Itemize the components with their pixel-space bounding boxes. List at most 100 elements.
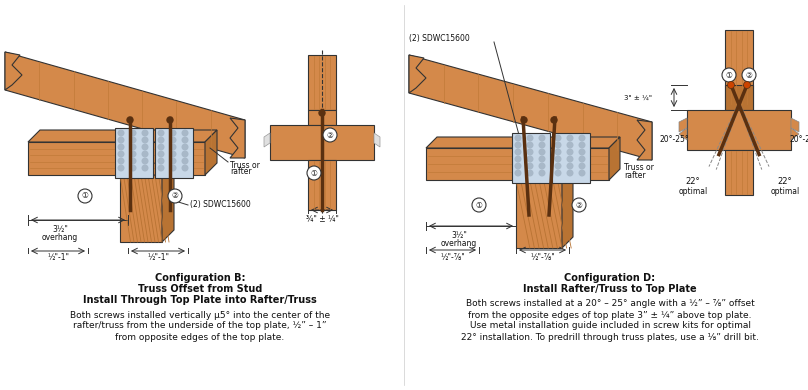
Circle shape (516, 142, 521, 148)
Circle shape (307, 166, 321, 180)
Circle shape (539, 170, 545, 176)
Circle shape (182, 130, 187, 136)
Circle shape (555, 142, 561, 148)
Circle shape (130, 144, 136, 150)
Text: Install Through Top Plate into Rafter/Truss: Install Through Top Plate into Rafter/Tr… (83, 295, 317, 305)
Bar (512, 133, 550, 183)
Text: Use metal installation guide included in screw kits for optimal: Use metal installation guide included in… (469, 321, 751, 330)
Circle shape (142, 130, 148, 136)
Text: ¾" ± ¼": ¾" ± ¼" (305, 215, 339, 223)
Circle shape (319, 110, 325, 116)
Polygon shape (28, 130, 217, 142)
Circle shape (158, 137, 164, 143)
Polygon shape (609, 137, 620, 180)
Circle shape (579, 142, 585, 148)
Polygon shape (426, 137, 620, 148)
Polygon shape (791, 118, 799, 140)
Circle shape (527, 142, 532, 148)
Text: Both screws installed vertically µ5° into the center of the: Both screws installed vertically µ5° int… (70, 310, 330, 319)
Circle shape (527, 149, 532, 155)
Bar (725, 85, 753, 110)
Polygon shape (5, 52, 245, 158)
Polygon shape (374, 133, 380, 147)
Circle shape (516, 149, 521, 155)
Circle shape (182, 158, 187, 164)
Circle shape (567, 170, 573, 176)
Text: ②: ② (171, 191, 179, 200)
Polygon shape (5, 52, 22, 90)
Circle shape (170, 158, 176, 164)
Text: optimal: optimal (770, 188, 800, 197)
Text: ½"-⅞": ½"-⅞" (531, 254, 555, 262)
Polygon shape (637, 120, 652, 160)
Text: (2) SDWC15600: (2) SDWC15600 (190, 200, 250, 209)
Bar (552, 133, 590, 183)
Circle shape (539, 149, 545, 155)
Circle shape (555, 163, 561, 169)
Bar (270, 125, 374, 160)
Circle shape (142, 165, 148, 171)
Circle shape (527, 163, 532, 169)
Polygon shape (162, 163, 174, 242)
Text: ①: ① (476, 200, 482, 209)
Circle shape (118, 165, 124, 171)
Circle shape (170, 165, 176, 171)
Text: 22° installation. To predrill through truss plates, use a ⅛” drill bit.: 22° installation. To predrill through tr… (461, 333, 759, 342)
Text: 22°: 22° (777, 177, 793, 186)
Text: optimal: optimal (679, 188, 708, 197)
Polygon shape (679, 118, 687, 140)
Circle shape (539, 156, 545, 162)
Circle shape (527, 135, 532, 141)
Text: ②: ② (746, 71, 752, 80)
Circle shape (527, 170, 532, 176)
Polygon shape (264, 133, 270, 147)
Circle shape (170, 137, 176, 143)
Text: from opposite edges of the top plate.: from opposite edges of the top plate. (116, 333, 284, 342)
Circle shape (567, 149, 573, 155)
Circle shape (567, 163, 573, 169)
Polygon shape (120, 175, 162, 242)
Text: 20°-25°: 20°-25° (659, 135, 689, 145)
Bar (308, 55, 336, 110)
Text: rafter: rafter (230, 167, 251, 177)
Bar (725, 30, 753, 110)
Circle shape (118, 137, 124, 143)
Bar (308, 110, 336, 125)
Circle shape (527, 156, 532, 162)
Polygon shape (516, 169, 573, 180)
Text: ②: ② (575, 200, 583, 209)
Circle shape (142, 151, 148, 157)
Circle shape (555, 149, 561, 155)
Polygon shape (409, 55, 652, 160)
Circle shape (158, 144, 164, 150)
Circle shape (158, 165, 164, 171)
Circle shape (170, 151, 176, 157)
Text: overhang: overhang (441, 239, 478, 248)
Text: Truss or: Truss or (230, 161, 260, 170)
Circle shape (555, 170, 561, 176)
Polygon shape (562, 169, 573, 248)
Text: ½"-1": ½"-1" (147, 254, 169, 262)
Circle shape (567, 135, 573, 141)
Circle shape (472, 198, 486, 212)
Circle shape (118, 144, 124, 150)
Polygon shape (120, 163, 174, 175)
Text: ②: ② (326, 131, 334, 140)
Circle shape (118, 151, 124, 157)
Polygon shape (409, 55, 426, 93)
Circle shape (516, 156, 521, 162)
Text: Truss or: Truss or (624, 163, 654, 172)
Text: Truss Offset from Stud: Truss Offset from Stud (138, 284, 262, 294)
Circle shape (579, 135, 585, 141)
Circle shape (579, 163, 585, 169)
Circle shape (158, 158, 164, 164)
Circle shape (78, 189, 92, 203)
Circle shape (182, 137, 187, 143)
Circle shape (555, 156, 561, 162)
Bar (725, 150, 753, 195)
Circle shape (170, 144, 176, 150)
Circle shape (727, 82, 734, 89)
Circle shape (572, 198, 586, 212)
Circle shape (182, 151, 187, 157)
Circle shape (323, 128, 337, 142)
